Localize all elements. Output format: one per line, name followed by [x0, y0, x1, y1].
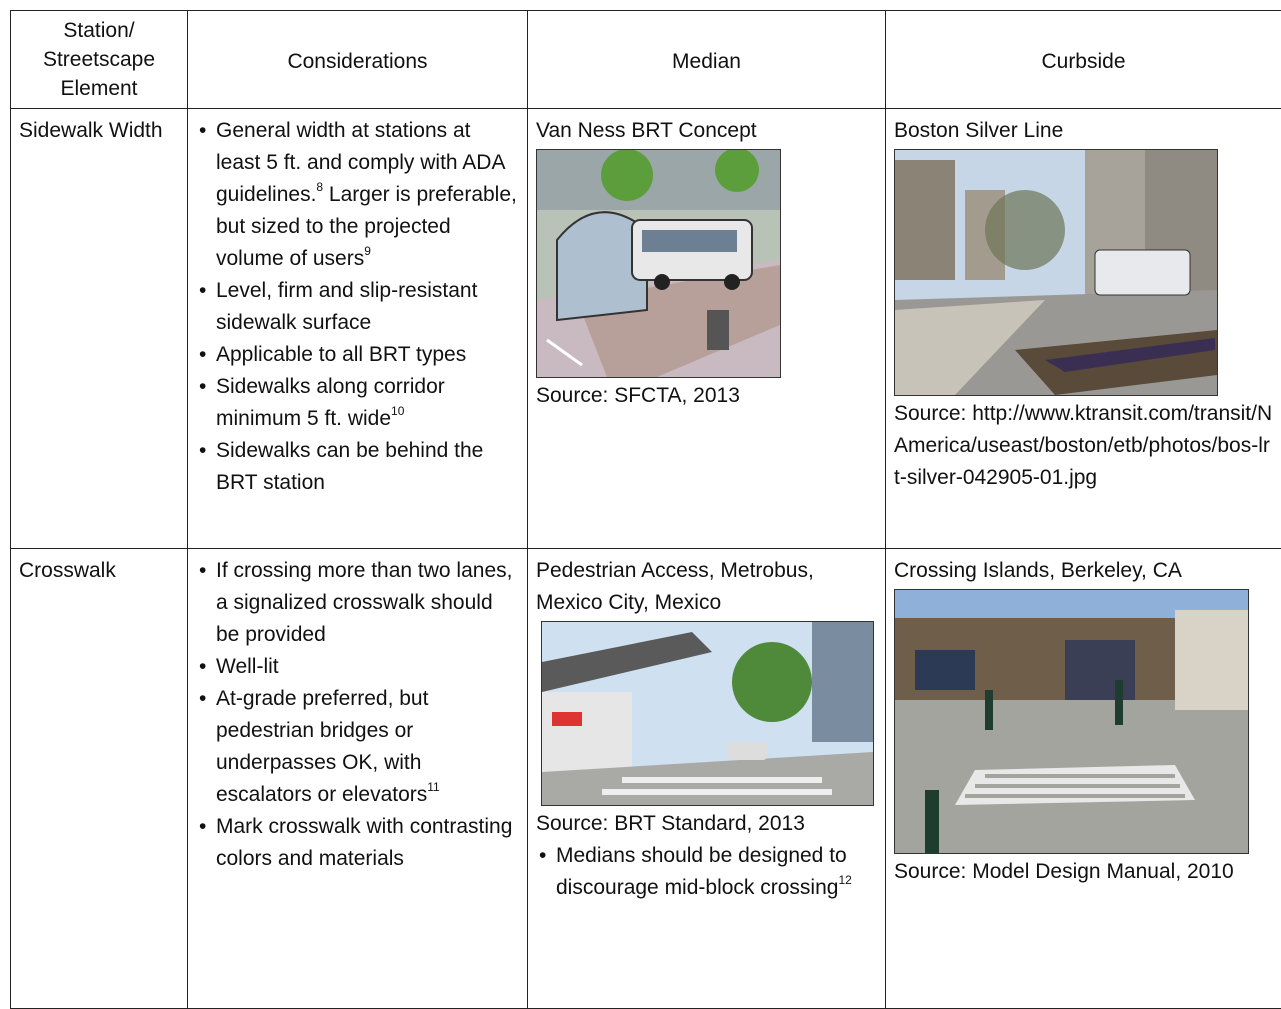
bullet-text: Sidewalks can be behind the BRT station — [216, 439, 483, 494]
header-cell: Median — [528, 11, 886, 109]
photo — [541, 621, 874, 806]
bullet-text: Sidewalks along corridor minimum 5 ft. w… — [216, 375, 445, 430]
header-row: Station/ Streetscape Element Considerati… — [11, 11, 1281, 109]
bullet-list: If crossing more than two lanes, a signa… — [196, 555, 519, 875]
bullet-text: Well-lit — [216, 655, 279, 678]
bullet-text: At-grade preferred, but pedestrian bridg… — [216, 687, 428, 806]
bullet-item: At-grade preferred, but pedestrian bridg… — [216, 683, 519, 811]
considerations-cell: General width at stations at least 5 ft.… — [188, 109, 528, 549]
source: Source: http://www.ktransit.com/transit/… — [894, 398, 1273, 494]
source: Source: Model Design Manual, 2010 — [894, 856, 1273, 888]
element-cell: Sidewalk Width — [11, 109, 188, 549]
curbside-cell: Boston Silver Line Source: http://www.kt… — [886, 109, 1281, 549]
bullet-item: If crossing more than two lanes, a signa… — [216, 555, 519, 651]
bullet-item: Applicable to all BRT types — [216, 339, 519, 371]
photo — [894, 589, 1249, 854]
bullet-text: If crossing more than two lanes, a signa… — [216, 559, 512, 646]
photo — [894, 149, 1218, 396]
bullet-item: Medians should be designed to discourage… — [556, 840, 877, 904]
caption: Van Ness BRT Concept — [536, 115, 877, 147]
bullet-list: General width at stations at least 5 ft.… — [196, 115, 519, 499]
footnote-ref: 11 — [427, 780, 439, 794]
header-cell: Considerations — [188, 11, 528, 109]
design-table: Station/ Streetscape Element Considerati… — [10, 10, 1281, 1009]
median-cell: Pedestrian Access, Metrobus, Mexico City… — [528, 549, 886, 1009]
row: Crosswalk If crossing more than two lane… — [11, 549, 1281, 1009]
bullet-text: Medians should be designed to discourage… — [556, 844, 847, 899]
considerations-cell: If crossing more than two lanes, a signa… — [188, 549, 528, 1009]
header-cell: Station/ Streetscape Element — [11, 11, 188, 109]
photo — [536, 149, 781, 378]
bullet-item: General width at stations at least 5 ft.… — [216, 115, 519, 275]
source: Source: BRT Standard, 2013 — [536, 808, 877, 840]
caption: Boston Silver Line — [894, 115, 1273, 147]
footnote-ref: 9 — [364, 244, 371, 258]
bullet-text: Mark crosswalk with contrasting colors a… — [216, 815, 512, 870]
source: Source: SFCTA, 2013 — [536, 380, 877, 412]
element-cell: Crosswalk — [11, 549, 188, 1009]
median-cell: Van Ness BRT Concept Source: SFCTA, 2013 — [528, 109, 886, 549]
caption: Pedestrian Access, Metrobus, Mexico City… — [536, 555, 877, 619]
bullet-item: Sidewalks along corridor minimum 5 ft. w… — [216, 371, 519, 435]
bullet-list: Medians should be designed to discourage… — [536, 840, 877, 904]
footnote-ref: 12 — [838, 873, 851, 887]
bullet-item: Mark crosswalk with contrasting colors a… — [216, 811, 519, 875]
bullet-item: Level, firm and slip-resistant sidewalk … — [216, 275, 519, 339]
bullet-text: Level, firm and slip-resistant sidewalk … — [216, 279, 477, 334]
bullet-item: Well-lit — [216, 651, 519, 683]
bullet-item: Sidewalks can be behind the BRT station — [216, 435, 519, 499]
footnote-ref: 10 — [391, 404, 404, 418]
caption: Crossing Islands, Berkeley, CA — [894, 555, 1273, 587]
bullet-text: Applicable to all BRT types — [216, 343, 466, 366]
curbside-cell: Crossing Islands, Berkeley, CA Source: M… — [886, 549, 1281, 1009]
header-cell: Curbside — [886, 11, 1281, 109]
row: Sidewalk Width General width at stations… — [11, 109, 1281, 549]
